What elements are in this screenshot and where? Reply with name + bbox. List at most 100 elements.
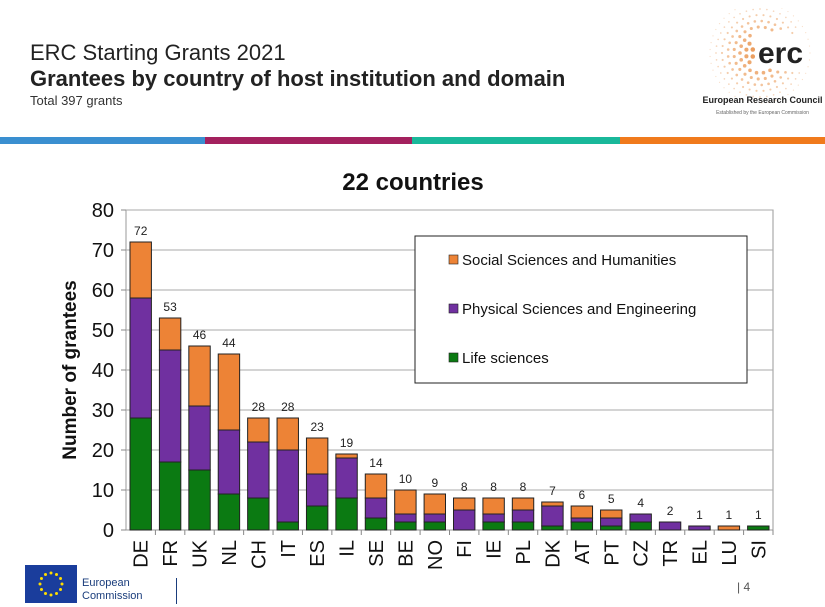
bar-total-label: 9 [431, 476, 438, 490]
bar-segment [129, 297, 152, 419]
logo-dot [762, 14, 765, 17]
bar-segment [305, 505, 329, 531]
bar-segment [658, 521, 682, 531]
eu-star [49, 593, 53, 597]
x-tick-label: AT [572, 540, 594, 564]
logo-dot [745, 10, 748, 12]
legend-label: Life sciences [462, 350, 549, 367]
logo-dot [748, 88, 751, 91]
x-tick-label: DE [131, 540, 153, 568]
logo-dot [740, 78, 744, 81]
bar-segment [217, 493, 241, 531]
logo-dot [717, 65, 719, 68]
logo-dot [794, 78, 797, 80]
bar-total-label: 1 [726, 508, 733, 522]
chart-title: 22 countries [342, 169, 483, 196]
logo-dot [753, 83, 757, 86]
bar-segment [600, 509, 623, 519]
logo-dot [749, 26, 753, 31]
logo-dot [736, 82, 739, 85]
bar-segment [217, 429, 241, 495]
logo-dot [728, 83, 730, 85]
logo-dot [792, 15, 795, 17]
logo-dot [790, 83, 792, 85]
x-tick-label: IT [278, 540, 300, 558]
logo-dot [797, 20, 799, 22]
erc-logo-text: erc [758, 37, 803, 70]
logo-dot [747, 100, 749, 103]
x-tick-label: EL [689, 540, 711, 564]
logo-dot [734, 41, 738, 45]
logo-dot [732, 47, 736, 52]
logo-dot [779, 12, 781, 15]
logo-dot [794, 26, 797, 28]
bar-segment [717, 525, 741, 531]
logo-dot [767, 20, 770, 24]
x-tick-label: FI [454, 540, 476, 558]
logo-dot [770, 74, 774, 78]
logo-dot [712, 35, 714, 37]
x-tick-label: NL [219, 540, 241, 566]
logo-dot [754, 70, 759, 75]
logo-dot [728, 12, 730, 15]
logo-dot [709, 55, 711, 58]
logo-dot [763, 25, 767, 30]
logo-dot [784, 71, 787, 74]
eu-star [44, 592, 47, 596]
eu-star [49, 571, 53, 575]
logo-dot [768, 101, 770, 103]
logo-dot [730, 77, 733, 80]
bar-total-label: 23 [310, 420, 324, 434]
logo-dot [750, 54, 756, 59]
bar-segment [453, 497, 476, 511]
bar-segment [511, 521, 535, 531]
bar-segment [158, 349, 182, 463]
x-tick-label: FR [160, 540, 182, 567]
bar-segment [629, 521, 652, 531]
logo-dot [774, 99, 777, 102]
legend-box [414, 235, 748, 384]
bar-segment [335, 457, 358, 499]
logo-dot [761, 70, 766, 75]
logo-dot [781, 21, 784, 24]
y-tick-label: 70 [92, 240, 114, 262]
logo-dot [730, 26, 733, 29]
bar-total-label: 14 [369, 456, 383, 470]
bar-segment [158, 461, 182, 531]
logo-dot [744, 47, 749, 52]
logo-dot [748, 68, 752, 73]
bar-segment [247, 441, 270, 499]
logo-dot [721, 44, 724, 48]
logo-dot [723, 38, 726, 41]
logo-dot [775, 17, 779, 21]
bar-total-label: 4 [637, 496, 644, 510]
x-tick-label: DK [542, 539, 564, 567]
y-tick-label: 30 [92, 400, 114, 422]
bar-total-label: 44 [222, 336, 236, 350]
logo-dot [801, 78, 804, 81]
color-stripe-3 [412, 137, 620, 144]
logo-dot [767, 82, 770, 86]
logo-dot [744, 54, 749, 59]
bar-total-label: 6 [578, 488, 585, 502]
bar-segment [247, 497, 270, 531]
eu-star [39, 588, 43, 591]
eu-star [60, 582, 64, 586]
erc-logo: erc [709, 8, 811, 104]
eu-flag-logo [25, 565, 77, 603]
bar-segment [688, 525, 711, 531]
bar-segment [423, 493, 447, 515]
x-tick-label: CH [248, 540, 270, 569]
logo-dot [760, 19, 764, 23]
logo-dot [731, 35, 734, 38]
logo-dot [746, 81, 750, 85]
logo-dot [728, 21, 730, 23]
bar-segment [482, 497, 505, 515]
logo-dot [715, 59, 718, 61]
logo-dot [736, 21, 739, 24]
org-line-2: Commission [82, 590, 143, 602]
logo-dot [779, 76, 783, 79]
legend-label: Social Sciences and Humanities [462, 252, 676, 269]
logo-dot [740, 98, 742, 100]
bar-segment [394, 489, 417, 515]
